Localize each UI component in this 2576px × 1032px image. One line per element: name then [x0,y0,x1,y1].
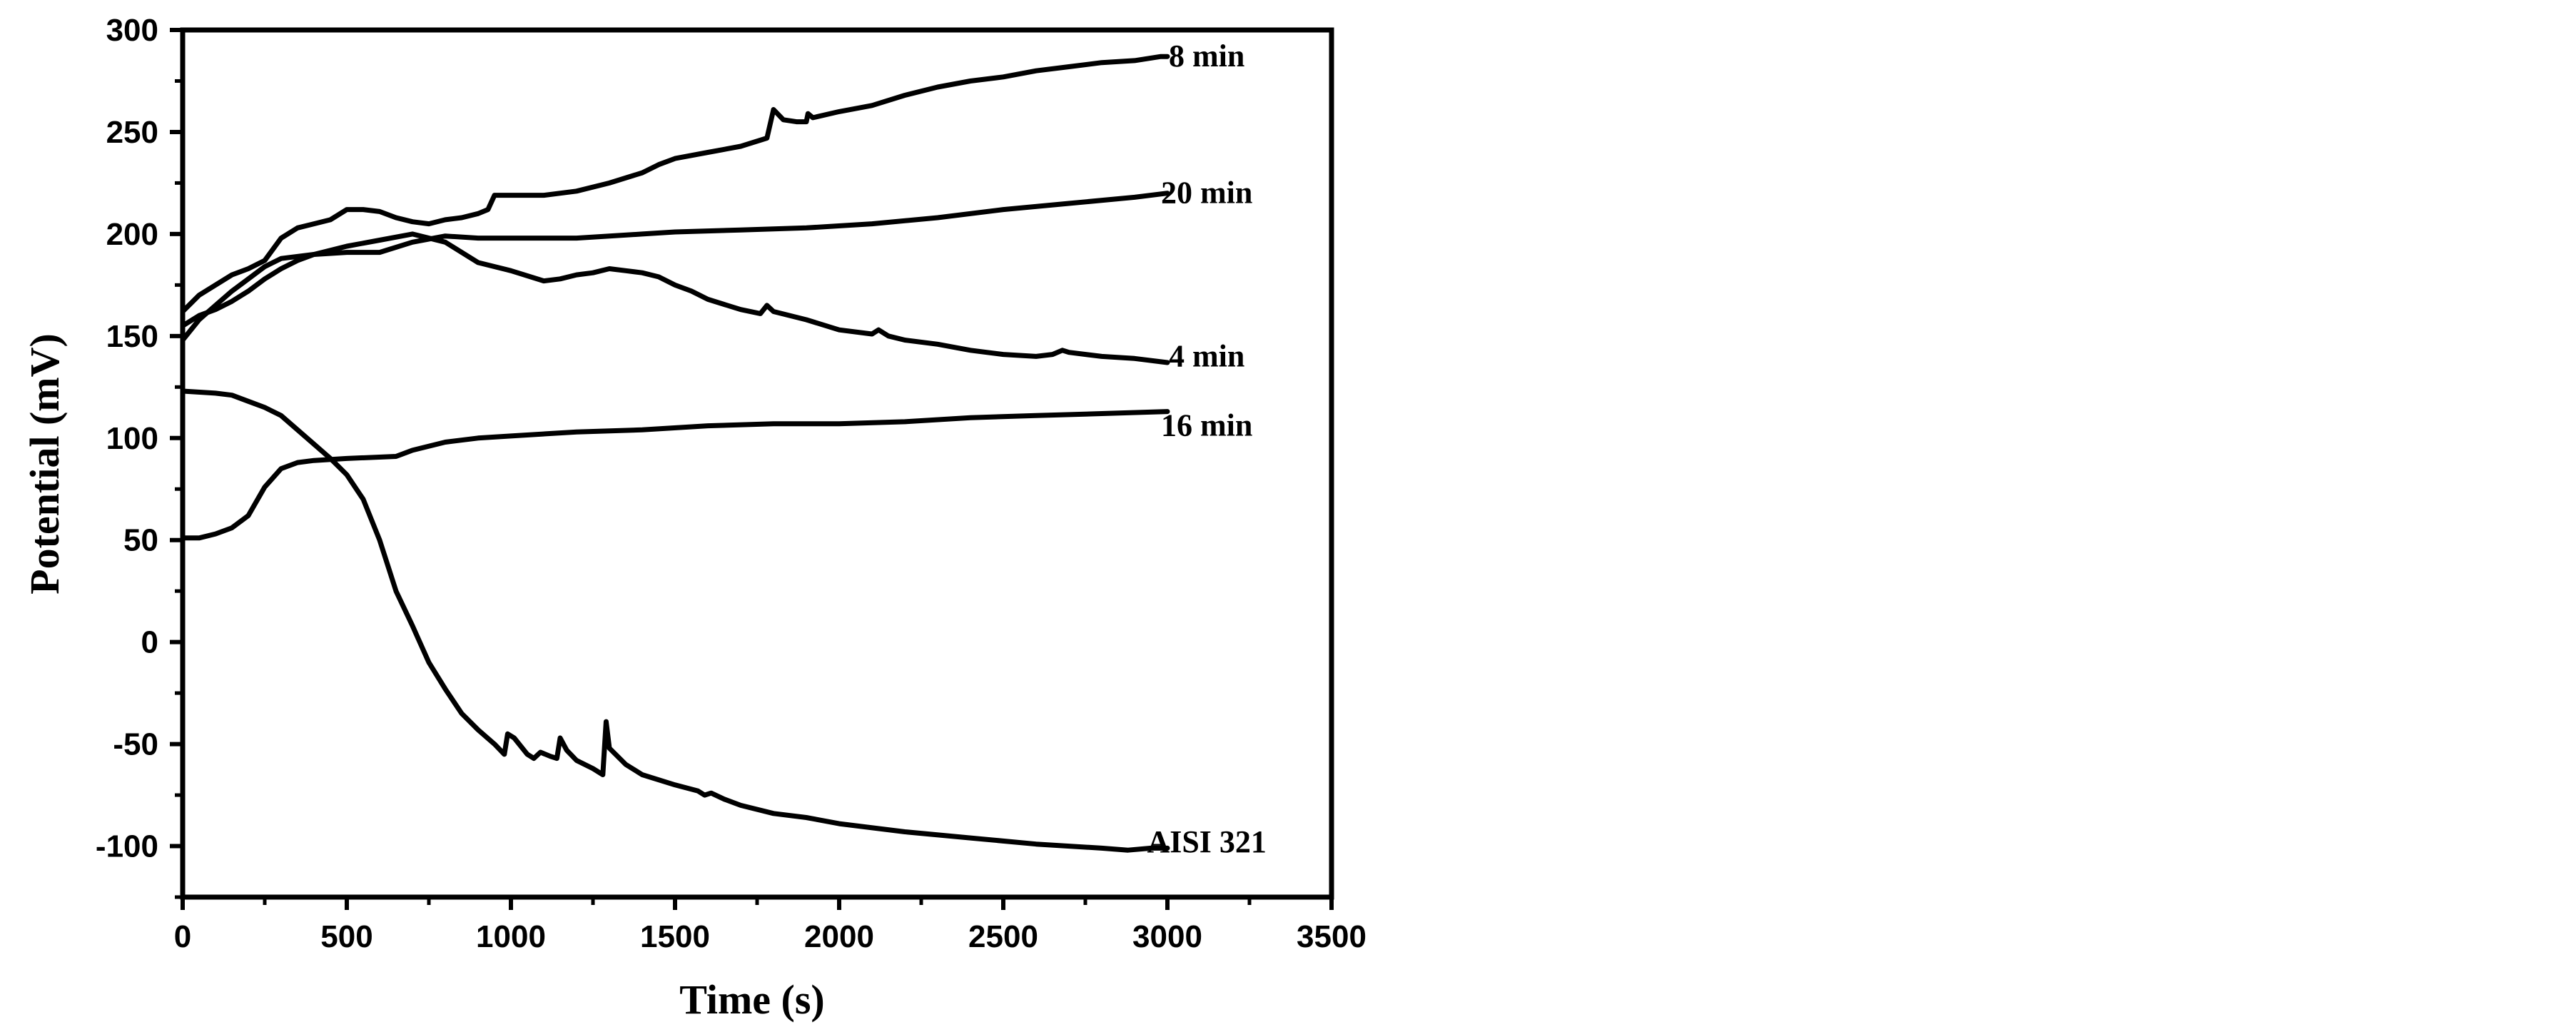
y-tick-label: 50 [123,523,158,558]
y-tick-label: 0 [141,625,158,660]
x-tick-label: 2500 [968,919,1038,954]
series-line-20-min [180,191,1170,328]
y-tick-label: -100 [96,829,158,864]
x-tick-label: 1000 [476,919,546,954]
plot-frame [180,27,1334,900]
y-tick-label: 200 [106,217,158,252]
series-label: 8 min [1169,39,1244,74]
series-line-4-min [180,231,1170,365]
series-lines [180,54,1170,853]
y-tick-label: 100 [106,421,158,456]
x-tick-label: 2000 [804,919,874,954]
x-tick-label: 3000 [1132,919,1202,954]
x-tick-label: 1500 [640,919,710,954]
y-tick-label: -50 [113,727,158,762]
x-tick-label: 3500 [1297,919,1366,954]
x-tick-label: 0 [174,919,191,954]
series-line-8-min [180,54,1170,314]
series-label: AISI 321 [1147,824,1267,859]
y-axis-title: Potential (mV) [21,333,68,595]
series-label: 4 min [1169,338,1244,373]
y-tick-label: 250 [106,115,158,150]
y-tick-label: 150 [106,319,158,354]
series-line-aisi-321 [180,388,1170,853]
y-tick-label: 300 [106,13,158,48]
series-label: 20 min [1161,176,1252,211]
y-axis: -100 -50 0 50 100 150 200 250 300 [96,13,183,899]
x-axis: 0 500 1000 1500 2000 2500 3000 3500 [174,897,1366,954]
x-axis-title: Time (s) [679,976,825,1023]
series-label: 16 min [1161,408,1252,443]
series-line-16-min [180,409,1170,541]
series-labels: 8 min 20 min 4 min 16 min AISI 321 [1147,39,1267,859]
x-tick-label: 500 [320,919,372,954]
